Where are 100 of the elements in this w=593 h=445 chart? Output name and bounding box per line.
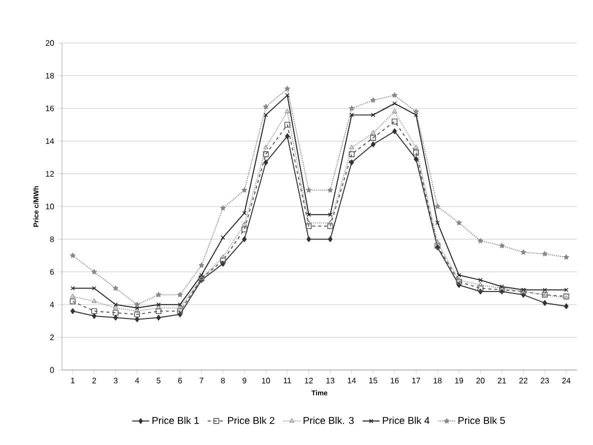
point <box>242 226 248 232</box>
point <box>92 313 96 319</box>
point <box>134 316 140 322</box>
point <box>370 112 376 118</box>
point <box>134 302 140 308</box>
point <box>264 112 268 118</box>
point <box>242 210 247 216</box>
point <box>220 258 226 264</box>
point <box>306 220 312 224</box>
point <box>456 278 462 285</box>
point <box>478 282 483 287</box>
point <box>349 144 354 150</box>
point <box>92 286 96 290</box>
point <box>242 187 248 193</box>
point <box>134 312 140 318</box>
point <box>327 223 334 230</box>
point <box>350 112 354 118</box>
point <box>306 187 312 193</box>
point <box>198 262 204 268</box>
point <box>348 106 354 111</box>
point <box>70 294 76 298</box>
point <box>478 238 484 244</box>
point <box>156 302 161 307</box>
point <box>392 128 397 134</box>
point <box>199 273 204 278</box>
point <box>263 144 268 150</box>
point <box>370 134 376 141</box>
point <box>284 108 290 114</box>
point <box>414 112 418 118</box>
point <box>542 251 548 256</box>
point <box>156 308 162 314</box>
point <box>242 222 247 226</box>
legend-label: Price Blk 2 <box>228 416 274 424</box>
point <box>70 308 75 314</box>
point <box>327 187 333 193</box>
point <box>134 308 140 313</box>
point <box>156 304 162 310</box>
point <box>262 151 269 158</box>
point <box>113 314 118 321</box>
point <box>92 298 97 303</box>
point <box>285 93 290 98</box>
point <box>392 118 398 124</box>
point <box>156 314 161 321</box>
point <box>413 150 419 156</box>
point <box>370 130 376 135</box>
point <box>113 302 118 307</box>
point <box>414 144 419 150</box>
point <box>413 108 419 114</box>
point <box>112 310 119 316</box>
point <box>328 212 332 217</box>
point <box>264 159 268 166</box>
legend-label: Price Blk 1 <box>152 416 199 424</box>
point <box>414 156 418 162</box>
point <box>91 308 98 314</box>
point <box>70 252 76 258</box>
point <box>348 151 355 158</box>
point <box>220 235 226 240</box>
point <box>564 303 569 310</box>
point <box>284 122 290 128</box>
point <box>177 292 183 298</box>
point <box>113 304 118 310</box>
point <box>478 285 484 292</box>
point <box>456 273 462 278</box>
point <box>70 298 76 304</box>
point <box>478 278 483 282</box>
point <box>263 104 269 110</box>
point <box>349 159 354 166</box>
point <box>499 242 505 248</box>
point <box>542 288 547 292</box>
point <box>328 236 332 242</box>
point <box>520 249 526 255</box>
point <box>220 254 226 259</box>
point <box>392 101 397 106</box>
point <box>434 204 440 209</box>
point <box>178 302 182 307</box>
point <box>112 285 118 291</box>
point <box>456 220 462 226</box>
point <box>434 240 440 244</box>
point <box>306 236 312 242</box>
point <box>177 308 183 314</box>
point <box>370 97 376 103</box>
point <box>284 86 290 92</box>
legend-label: Price Blk 4 <box>382 416 430 424</box>
point <box>177 304 183 310</box>
point <box>456 277 462 282</box>
point <box>392 92 398 98</box>
legend-label: Price Blk 5 <box>458 416 505 424</box>
point <box>542 300 548 306</box>
point <box>242 236 247 242</box>
point <box>328 220 333 224</box>
point <box>306 223 312 230</box>
point <box>220 205 226 211</box>
point <box>370 141 376 148</box>
legend-label: Price Blk. 3 <box>304 416 354 424</box>
point <box>564 254 570 260</box>
point <box>156 292 162 298</box>
point <box>392 108 398 114</box>
point <box>306 212 311 217</box>
point <box>435 220 440 226</box>
point <box>134 306 140 310</box>
